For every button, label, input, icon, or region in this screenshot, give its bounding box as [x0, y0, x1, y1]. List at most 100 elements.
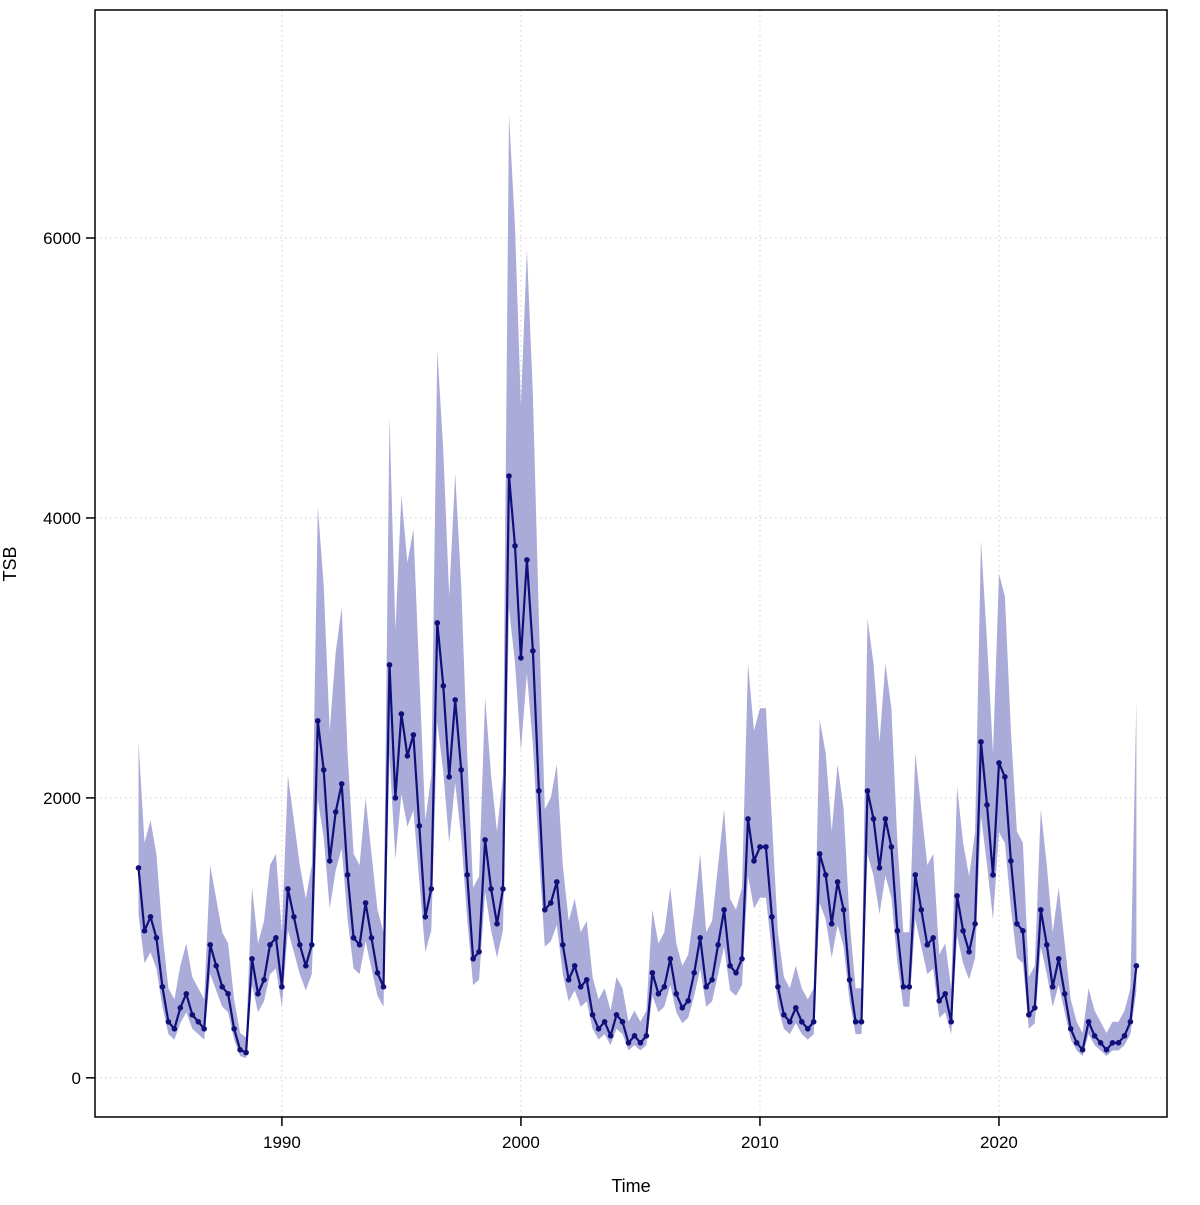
data-point — [894, 928, 901, 934]
data-point — [924, 942, 931, 948]
data-point — [416, 823, 423, 829]
y-axis-label: TSB — [0, 546, 20, 581]
data-point — [1109, 1040, 1116, 1046]
data-point — [231, 1026, 237, 1032]
grid-lines — [95, 10, 1167, 1117]
data-point — [984, 802, 990, 808]
data-point — [315, 718, 321, 724]
data-point — [303, 963, 309, 969]
data-point — [721, 907, 727, 913]
data-point — [781, 1012, 787, 1018]
data-point — [207, 942, 213, 948]
data-point — [285, 886, 291, 892]
data-point — [458, 767, 465, 773]
data-point — [715, 942, 721, 948]
data-point — [267, 942, 273, 948]
data-point — [237, 1047, 243, 1053]
data-point — [1091, 1033, 1098, 1039]
data-point — [834, 879, 841, 885]
data-point — [1115, 1040, 1122, 1046]
data-point — [338, 781, 345, 787]
data-point — [350, 935, 357, 941]
data-point — [165, 1019, 172, 1025]
data-point — [470, 956, 476, 962]
data-point — [709, 977, 715, 983]
data-point — [685, 998, 691, 1004]
data-point — [763, 844, 769, 850]
data-point — [171, 1026, 178, 1032]
data-point — [141, 928, 148, 934]
data-point — [972, 921, 978, 927]
data-point — [279, 984, 285, 990]
data-point — [183, 991, 190, 997]
data-point — [906, 984, 913, 990]
data-point — [344, 872, 351, 878]
data-point — [840, 907, 847, 913]
data-point — [1049, 984, 1056, 990]
data-point — [554, 879, 560, 885]
data-point — [828, 921, 835, 927]
data-point — [536, 788, 542, 794]
data-point — [374, 970, 381, 976]
data-point — [213, 963, 219, 969]
data-point — [494, 921, 500, 927]
data-points-group — [135, 473, 1140, 1056]
data-point — [1133, 963, 1140, 969]
data-point — [948, 1019, 954, 1025]
data-point — [482, 837, 488, 843]
data-point — [751, 858, 757, 864]
data-point — [679, 1005, 686, 1011]
data-point — [548, 900, 554, 906]
data-point — [261, 977, 267, 983]
data-point — [500, 886, 506, 892]
data-point — [368, 935, 375, 941]
data-point — [201, 1026, 207, 1032]
data-point — [488, 886, 494, 892]
data-point — [613, 1012, 620, 1018]
data-point — [583, 977, 590, 983]
data-point — [637, 1040, 644, 1046]
series-line-group — [137, 474, 1138, 1054]
data-point — [697, 935, 703, 941]
data-point — [464, 872, 471, 878]
data-point — [404, 753, 411, 759]
data-point — [362, 900, 369, 906]
data-point — [870, 816, 877, 822]
data-point — [1026, 1012, 1032, 1018]
data-point — [159, 984, 166, 990]
data-point — [619, 1019, 626, 1025]
data-point — [565, 977, 572, 983]
confidence-band — [138, 114, 1137, 1059]
data-point — [1067, 1026, 1074, 1032]
data-point — [1085, 1019, 1092, 1025]
data-point — [655, 991, 662, 997]
data-point — [440, 683, 447, 689]
data-point — [673, 991, 680, 997]
data-point — [816, 851, 823, 857]
data-point — [1008, 858, 1014, 864]
confidence-band-group — [138, 114, 1137, 1059]
data-point — [1055, 956, 1062, 962]
data-point — [864, 788, 871, 794]
data-point — [1103, 1047, 1110, 1053]
x-tick-label: 1990 — [263, 1133, 301, 1152]
data-point — [518, 655, 524, 661]
data-point — [727, 963, 733, 969]
data-point — [978, 739, 984, 745]
y-tick-label: 0 — [72, 1069, 81, 1088]
data-point — [273, 935, 279, 941]
data-point — [691, 970, 697, 976]
data-point — [422, 914, 429, 920]
data-point — [966, 949, 972, 955]
data-point — [356, 942, 363, 948]
data-point — [936, 998, 942, 1004]
data-point — [1044, 942, 1050, 948]
data-point — [326, 858, 333, 864]
data-point — [625, 1040, 632, 1046]
data-point — [542, 907, 548, 913]
data-point — [661, 984, 668, 990]
series-line — [137, 474, 1138, 1054]
data-point — [918, 907, 925, 913]
data-point — [195, 1019, 202, 1025]
data-point — [757, 844, 763, 850]
